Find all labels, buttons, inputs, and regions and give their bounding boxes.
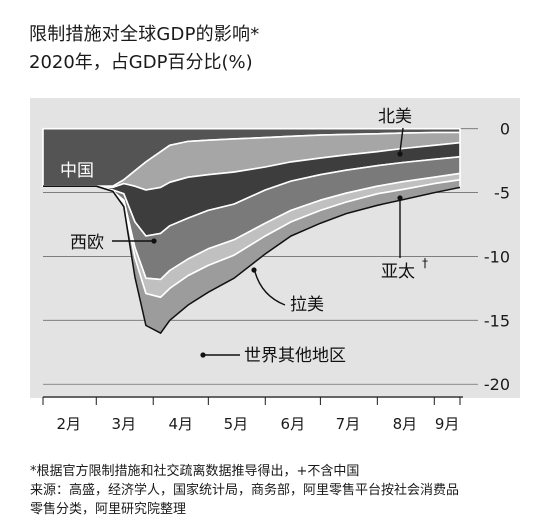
footnotes: *根据官方限制措施和社交疏离数据推导得出，+不含中国 来源：高盛，经济学人，国家…	[30, 462, 545, 519]
leader-dot-asia-pacific	[397, 195, 403, 201]
x-tick-label-6: 8月	[393, 415, 418, 433]
y-tick-label-4: -20	[484, 375, 510, 394]
chart-title: 限制措施对全球GDP的影响*	[29, 24, 260, 45]
x-tick-label-5: 7月	[336, 415, 361, 433]
footnote-asterisk: *根据官方限制措施和社交疏离数据推导得出，+不含中国	[30, 464, 360, 479]
label-china: 中国	[60, 161, 94, 181]
x-tick-label-3: 5月	[224, 415, 249, 433]
label-latin-america: 拉美	[290, 295, 324, 315]
leader-latin-america	[254, 271, 286, 306]
x-tick-label-0: 2月	[56, 415, 81, 433]
y-tick-label-0: 0	[500, 120, 510, 139]
x-tick-label-1: 3月	[112, 415, 137, 433]
label-rest-of-world: 世界其他地区	[244, 346, 346, 366]
chart-subtitle: 2020年，占GDP百分比(%)	[29, 52, 253, 73]
y-tick-label-2: -10	[484, 247, 510, 266]
y-tick-label-3: -15	[484, 311, 510, 330]
leader-dot-western-europe	[151, 238, 157, 244]
source-line-1: 来源：高盛，经济学人，国家统计局，商务部，阿里零售平台按社会消费品	[30, 483, 460, 498]
source-line-2: 零售分类，阿里研究院整理	[30, 502, 187, 517]
leader-north-america	[399, 127, 404, 153]
leader-dot-rest-of-world	[200, 352, 206, 358]
total-outline	[43, 185, 461, 335]
leader-dot-latin-america	[251, 267, 257, 273]
label-north-america: 北美	[378, 107, 412, 127]
label-western-europe: 西欧	[70, 233, 104, 253]
label-asia-pacific: 亚太	[381, 262, 415, 282]
x-tick-label-4: 6月	[281, 415, 306, 433]
x-tick-label-7: 9月	[435, 415, 460, 433]
label-asia-pacific-mark: †	[422, 256, 428, 270]
x-tick-label-2: 4月	[169, 415, 194, 433]
leader-dot-north-america	[397, 151, 403, 157]
y-tick-label-1: -5	[494, 184, 510, 203]
